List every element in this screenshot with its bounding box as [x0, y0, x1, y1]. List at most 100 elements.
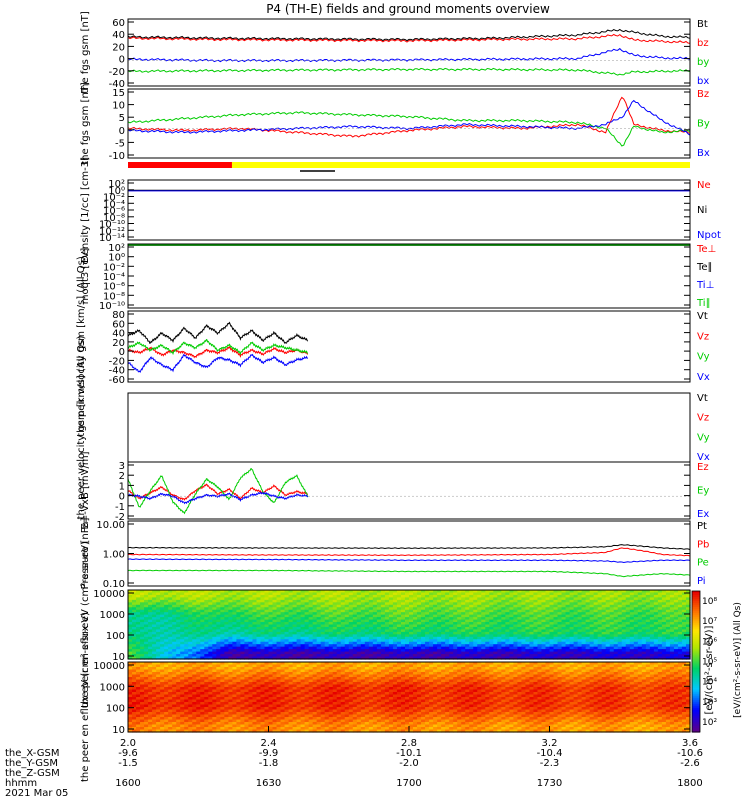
- heatmap-cell: [493, 674, 498, 678]
- heatmap-cell: [541, 629, 547, 633]
- heatmap-cell: [553, 646, 559, 650]
- heatmap-cell: [268, 636, 274, 640]
- heatmap-cell: [525, 641, 531, 645]
- heatmap-cell: [212, 597, 217, 601]
- heatmap-cell: [364, 612, 370, 616]
- y-tick-label: 10⁻¹⁰: [99, 220, 125, 231]
- heatmap-cell: [665, 634, 671, 638]
- heatmap-cell: [156, 654, 161, 658]
- heatmap-cell: [549, 669, 555, 673]
- heatmap-cell: [537, 604, 543, 608]
- heatmap-cell: [449, 654, 454, 658]
- heatmap-cell: [637, 649, 643, 653]
- heatmap-cell: [557, 624, 563, 628]
- heatmap-cell: [469, 602, 474, 606]
- heatmap-cell: [433, 617, 438, 621]
- heatmap-cell: [653, 639, 659, 643]
- heatmap-cell: [324, 667, 330, 671]
- heatmap-cell: [617, 614, 623, 618]
- heatmap-cell: [128, 669, 133, 673]
- heatmap-cell: [160, 651, 165, 655]
- heatmap-cell: [356, 594, 362, 598]
- heatmap-cell: [593, 617, 599, 621]
- heatmap-cell: [152, 612, 157, 616]
- heatmap-cell: [260, 664, 266, 668]
- heatmap-cell: [421, 617, 426, 621]
- heatmap-cell: [380, 602, 386, 606]
- heatmap-cell: [513, 604, 518, 608]
- heatmap-cell: [236, 639, 241, 643]
- heatmap-cell: [376, 672, 382, 676]
- heatmap-cell: [417, 622, 422, 626]
- heatmap-cell: [673, 669, 679, 673]
- heatmap-cell: [332, 617, 338, 621]
- heatmap-cell: [665, 662, 671, 666]
- heatmap-cell: [445, 619, 450, 623]
- series-line-Vx: [127, 353, 309, 374]
- heatmap-cell: [220, 636, 225, 640]
- heatmap-cell: [188, 674, 193, 678]
- heatmap-cell: [557, 669, 563, 673]
- heatmap-cell: [388, 614, 394, 618]
- heatmap-cell: [200, 607, 205, 611]
- heatmap-cell: [356, 599, 362, 603]
- heatmap-cell: [413, 622, 418, 626]
- heatmap-cell: [457, 662, 462, 666]
- heatmap-cell: [296, 674, 302, 678]
- heatmap-cell: [481, 617, 486, 621]
- heatmap-cell: [465, 646, 470, 650]
- heatmap-cell: [621, 590, 627, 594]
- heatmap-cell: [593, 646, 599, 650]
- heatmap-cell: [661, 617, 667, 621]
- heatmap-cell: [565, 631, 571, 635]
- heatmap-cell: [332, 609, 338, 613]
- heatmap-cell: [220, 662, 225, 666]
- heatmap-cell: [637, 667, 643, 671]
- heatmap-cell: [328, 664, 334, 668]
- heatmap-cell: [352, 672, 358, 676]
- heatmap-cell: [409, 624, 414, 628]
- heatmap-cell: [569, 619, 575, 623]
- heatmap-cell: [681, 667, 687, 671]
- heatmap-cell: [609, 599, 615, 603]
- heatmap-cell: [597, 644, 603, 648]
- heatmap-cell: [449, 619, 454, 623]
- heatmap-cell: [457, 639, 462, 643]
- heatmap-cell: [252, 614, 258, 618]
- heatmap-cell: [364, 669, 370, 673]
- heatmap-cell: [517, 604, 522, 608]
- heatmap-cell: [228, 609, 233, 613]
- heatmap-cell: [292, 624, 298, 628]
- heatmap-cell: [461, 619, 466, 623]
- heatmap-cell: [324, 604, 330, 608]
- heatmap-cell: [356, 641, 362, 645]
- heatmap-cell: [300, 651, 306, 655]
- heatmap-cell: [505, 599, 510, 603]
- heatmap-cell: [681, 607, 687, 611]
- heatmap-cell: [316, 602, 322, 606]
- heatmap-cell: [216, 626, 221, 631]
- heatmap-cell: [332, 597, 338, 601]
- heatmap-cell: [180, 619, 185, 623]
- heatmap-cell: [360, 604, 366, 608]
- heatmap-cell: [681, 619, 687, 623]
- heatmap-cell: [569, 641, 575, 645]
- heatmap-cell: [441, 664, 446, 668]
- heatmap-cell: [465, 614, 470, 618]
- heatmap-cell: [413, 667, 418, 671]
- heatmap-cell: [605, 646, 611, 650]
- heatmap-cell: [481, 639, 486, 643]
- heatmap-cell: [573, 592, 579, 596]
- heatmap-cell: [180, 639, 185, 643]
- heatmap-cell: [176, 626, 181, 631]
- heatmap-cell: [328, 597, 334, 601]
- heatmap-cell: [324, 619, 330, 623]
- heatmap-cell: [485, 656, 490, 660]
- heatmap-cell: [633, 674, 639, 678]
- heatmap-cell: [328, 672, 334, 676]
- heatmap-cell: [292, 639, 298, 643]
- y-axis-label: the peer velocity gsm [km/s] (All Qs): [76, 335, 87, 519]
- heatmap-cell: [565, 592, 571, 596]
- heatmap-cell: [296, 619, 302, 623]
- heatmap-cell: [156, 609, 161, 613]
